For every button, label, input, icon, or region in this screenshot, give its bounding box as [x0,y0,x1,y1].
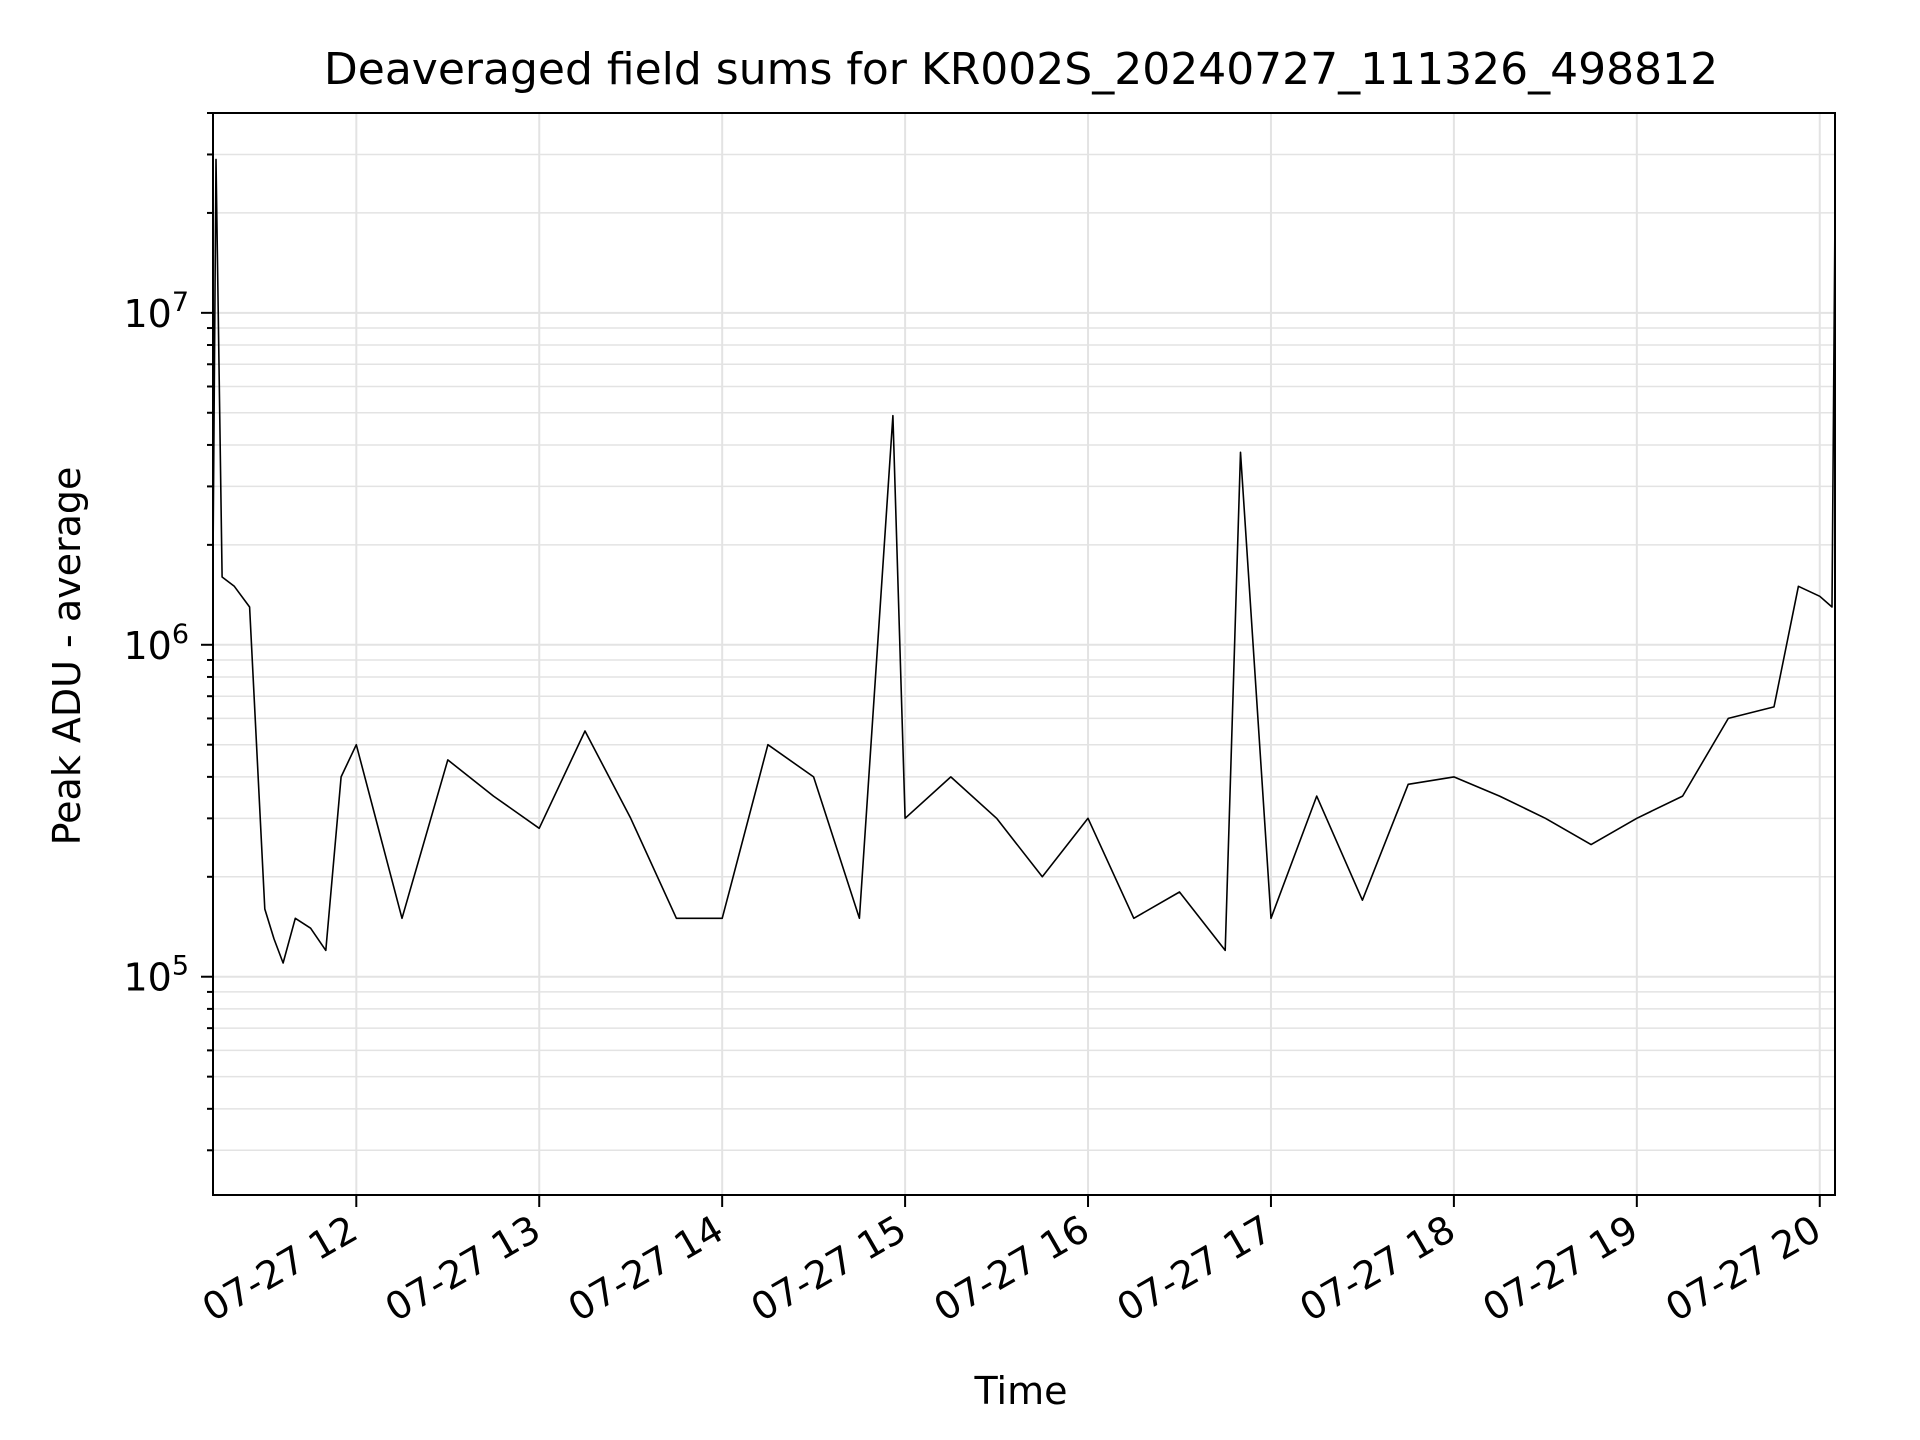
y-tick-label: 105 [123,951,189,1000]
y-axis-label: Peak ADU - average [45,467,89,846]
series-lines [212,158,1836,964]
y-tick-label: 107 [123,287,189,336]
grid-lines [213,112,1835,1195]
plot-frame [212,112,1836,1196]
y-tick-label: 106 [123,619,189,668]
chart-title: Deaveraged field sums for KR002S_2024072… [324,44,1718,95]
x-axis-label: Time [974,1369,1068,1413]
series-line [212,158,1836,964]
